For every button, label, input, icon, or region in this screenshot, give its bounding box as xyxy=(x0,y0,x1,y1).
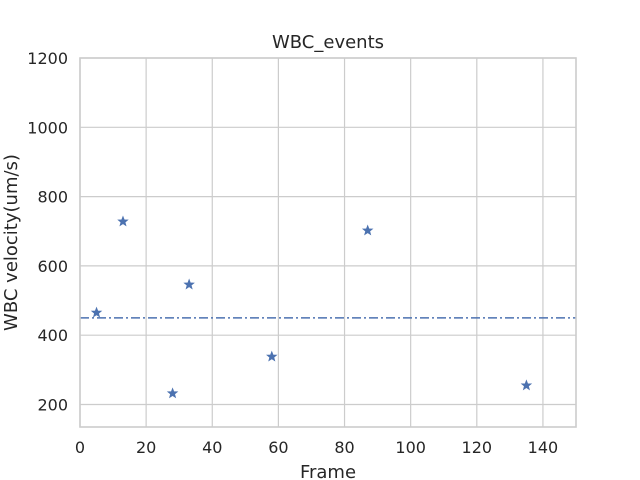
x-tick-label: 100 xyxy=(395,438,426,457)
data-point xyxy=(520,379,533,391)
chart-title: WBC_events xyxy=(272,32,384,53)
x-tick-label: 20 xyxy=(136,438,156,457)
data-point xyxy=(183,278,195,290)
grid xyxy=(79,57,576,427)
x-tick-labels: 0 20 40 60 80 100 120 140 xyxy=(75,438,558,457)
x-axis-label: Frame xyxy=(300,462,356,480)
data-point xyxy=(266,350,278,362)
x-tick-label: 120 xyxy=(462,438,493,457)
plot-frame xyxy=(79,57,577,428)
x-tick-label: 60 xyxy=(268,438,288,457)
y-tick-label: 200 xyxy=(37,395,68,414)
x-tick-label: 140 xyxy=(528,438,559,457)
data-point xyxy=(166,387,179,399)
y-tick-label: 1000 xyxy=(27,118,68,137)
y-tick-label: 800 xyxy=(37,188,68,207)
y-tick-labels: 200 400 600 800 1000 1200 xyxy=(27,49,68,414)
data-point xyxy=(90,306,103,318)
data-points xyxy=(90,215,533,399)
data-point xyxy=(361,224,374,236)
data-point xyxy=(117,215,129,227)
y-tick-label: 400 xyxy=(37,326,68,345)
x-tick-label: 80 xyxy=(334,438,354,457)
y-tick-label: 1200 xyxy=(27,49,68,68)
x-tick-label: 40 xyxy=(202,438,222,457)
y-axis-label: WBC velocity(um/s) xyxy=(1,154,22,331)
x-tick-label: 0 xyxy=(75,438,85,457)
y-tick-label: 600 xyxy=(37,257,68,276)
